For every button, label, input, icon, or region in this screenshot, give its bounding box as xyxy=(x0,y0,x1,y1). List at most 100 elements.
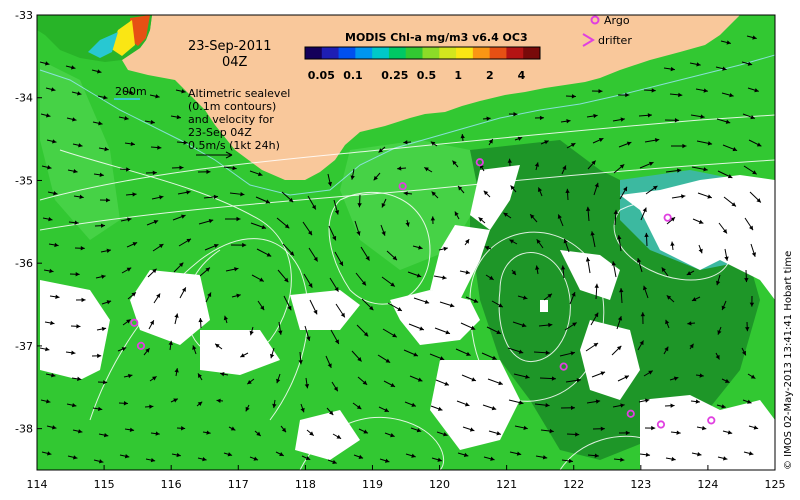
velocity-arrowhead xyxy=(571,94,576,99)
cloud-gap xyxy=(390,290,480,345)
velocity-arrowhead xyxy=(570,143,576,148)
cloud-gap xyxy=(430,225,490,300)
velocity-arrowhead xyxy=(73,168,78,174)
velocity-arrowhead xyxy=(726,40,731,45)
velocity-arrowhead xyxy=(465,270,470,275)
velocity-arrowhead xyxy=(636,258,642,263)
velocity-arrowhead xyxy=(594,283,599,288)
legend: Argo drifter xyxy=(582,14,632,47)
colorbar-ticks: 0.05 0.1 0.25 0.5 1 2 4 xyxy=(308,69,526,82)
velocity-arrowhead xyxy=(750,374,756,379)
argo-float-marker xyxy=(130,318,139,327)
velocity-arrowhead xyxy=(327,363,332,368)
velocity-arrowhead xyxy=(753,425,759,430)
velocity-arrowhead xyxy=(563,238,568,244)
velocity-arrowhead xyxy=(687,321,692,326)
velocity-arrowhead xyxy=(362,380,368,385)
velocity-arrowhead xyxy=(54,242,59,248)
velocity-arrowhead xyxy=(181,214,186,219)
velocity-arrowhead xyxy=(52,139,57,144)
velocity-arrowhead xyxy=(397,166,402,171)
velocity-arrowhead xyxy=(101,326,107,332)
velocity-arrowhead xyxy=(71,65,76,70)
velocity-arrowhead xyxy=(752,35,757,40)
velocity-arrowhead xyxy=(358,454,364,459)
velocity-arrowhead xyxy=(179,165,184,170)
velocity-arrowhead xyxy=(594,453,599,458)
velocity-arrowhead xyxy=(197,401,203,406)
velocity-arrowhead xyxy=(313,256,318,262)
x-tick-label: 117 xyxy=(228,478,249,491)
velocity-arrowhead xyxy=(305,456,311,461)
velocity-arrowhead xyxy=(124,116,129,121)
velocity-arrowhead xyxy=(313,309,318,315)
velocity-arrowhead xyxy=(72,402,77,408)
velocity-arrowhead xyxy=(55,294,60,299)
velocity-arrowhead xyxy=(106,248,111,253)
x-tick-label: 115 xyxy=(94,478,115,491)
velocity-arrowhead xyxy=(749,302,755,307)
velocity-arrowhead xyxy=(81,297,86,303)
velocity-arrowhead xyxy=(103,432,109,438)
velocity-arrowhead xyxy=(430,216,436,221)
velocity-arrowhead xyxy=(665,319,670,325)
velocity-arrowhead xyxy=(545,350,550,355)
cloud-gap xyxy=(540,300,548,312)
velocity-arrowhead xyxy=(259,277,264,282)
velocity-arrowhead xyxy=(703,167,708,172)
velocity-arrowhead xyxy=(568,458,573,464)
velocity-arrowhead xyxy=(747,61,753,66)
velocity-arrowhead xyxy=(724,378,730,383)
velocity-arrowhead xyxy=(158,244,164,249)
velocity-arrowhead xyxy=(722,456,728,461)
velocity-arrowhead xyxy=(652,185,658,190)
velocity-arrowhead xyxy=(619,164,625,169)
velocity-arrowhead xyxy=(206,430,211,435)
colorbar-tick-label: 4 xyxy=(518,69,526,82)
velocity-arrowhead xyxy=(336,434,342,439)
velocity-arrowhead xyxy=(328,410,334,416)
velocity-arrowhead xyxy=(470,325,476,330)
velocity-arrowhead xyxy=(157,145,162,150)
velocity-arrowhead xyxy=(724,256,729,261)
velocity-arrowhead xyxy=(491,406,497,411)
velocity-arrowhead xyxy=(126,319,131,324)
cloud-gap xyxy=(200,330,280,375)
velocity-arrowhead xyxy=(403,140,408,145)
argo-float-marker xyxy=(136,341,146,351)
argo-floats xyxy=(130,158,716,429)
colorbar-tick-label: 0.1 xyxy=(343,69,363,82)
velocity-arrowhead xyxy=(748,225,754,231)
velocity-arrowhead xyxy=(356,231,361,236)
velocity-arrowhead xyxy=(686,271,692,275)
velocity-arrowhead xyxy=(363,429,368,434)
velocity-arrowhead xyxy=(644,232,649,237)
velocity-arrowhead xyxy=(230,426,236,431)
velocity-arrowhead xyxy=(645,452,651,457)
velocity-arrowhead xyxy=(503,212,508,217)
x-axis: 114 115 116 117 118 119 120 121 122 123 124 125 xyxy=(27,465,786,491)
velocity-arrowhead xyxy=(186,190,191,195)
colorbar-tick-label: 0.25 xyxy=(381,69,408,82)
velocity-arrowhead xyxy=(498,380,503,386)
velocity-arrowhead xyxy=(671,456,676,462)
velocity-arrowhead xyxy=(257,171,263,177)
velocity-arrowhead xyxy=(623,186,628,192)
colorbar-swatch xyxy=(523,47,541,59)
velocity-arrowhead xyxy=(620,457,625,462)
velocity-arrowhead xyxy=(417,377,423,382)
velocity-arrowhead xyxy=(240,192,245,197)
velocity-arrowhead xyxy=(281,427,287,433)
velocity-arrowhead xyxy=(483,190,489,196)
velocity-arrowhead xyxy=(424,167,429,172)
annotation-line: Altimetric sealevel xyxy=(188,87,290,100)
velocity-arrowhead xyxy=(576,378,581,383)
velocity-arrowhead xyxy=(473,298,479,303)
velocity-arrowhead xyxy=(132,192,137,197)
velocity-arrowhead xyxy=(101,274,106,279)
velocity-arrowhead xyxy=(751,252,757,257)
velocity-arrowhead xyxy=(670,241,675,246)
velocity-arrowhead xyxy=(460,134,465,139)
velocity-arrowhead xyxy=(507,158,513,163)
sealevel-contour xyxy=(39,159,775,231)
